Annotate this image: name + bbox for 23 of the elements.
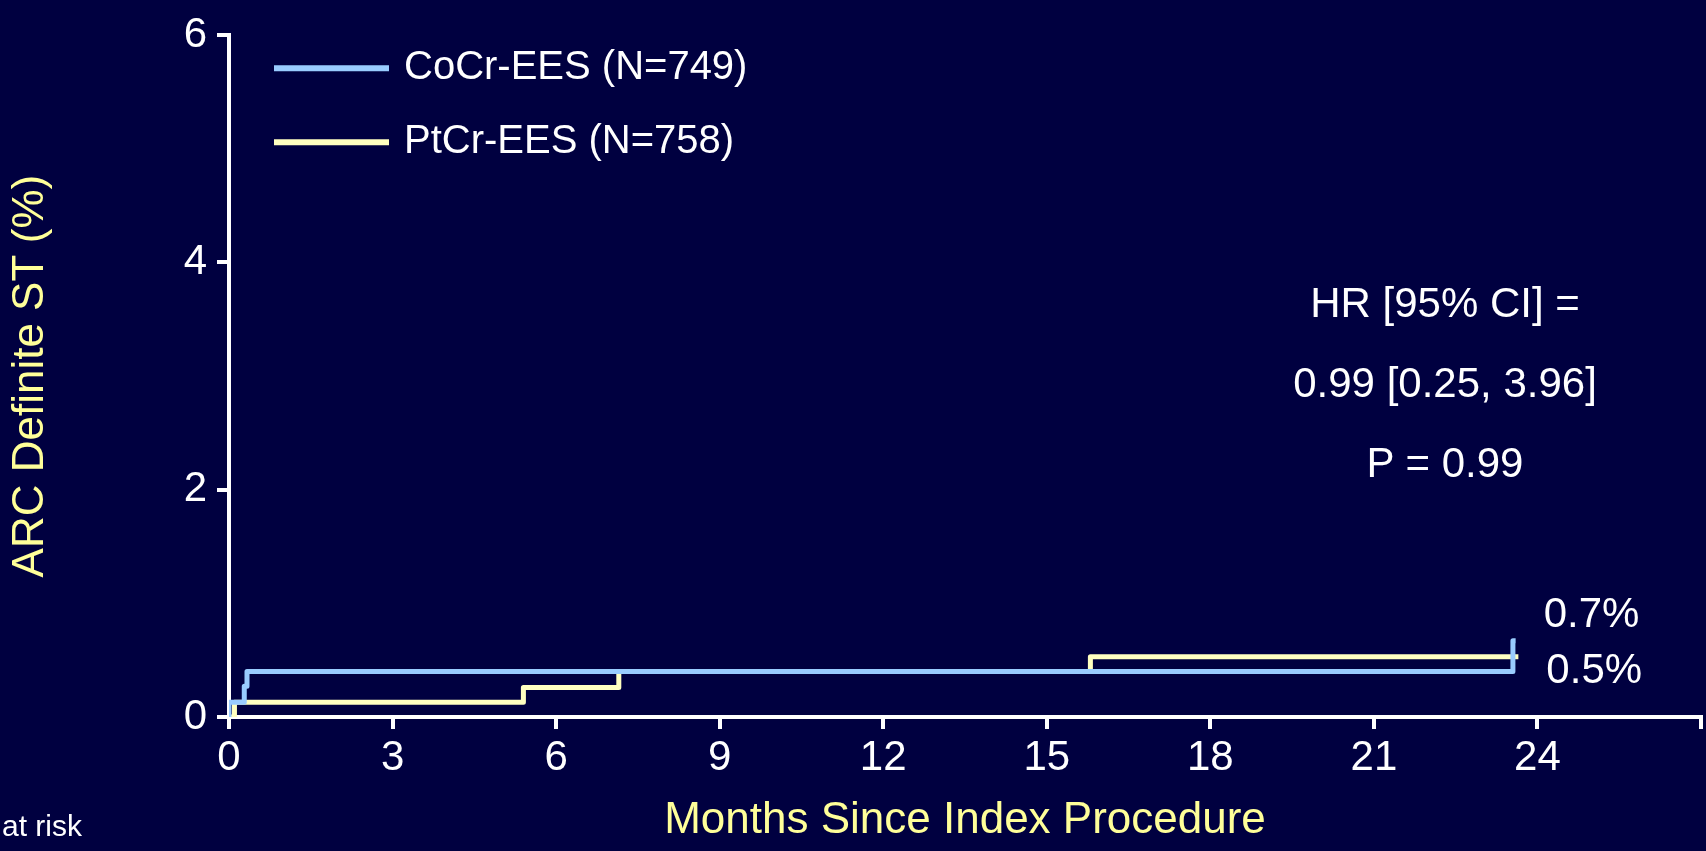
legend-label: PtCr-EES (N=758) [404,117,735,162]
x-axis-title: Months Since Index Procedure [664,792,1266,842]
x-tick-label: 18 [1186,731,1234,779]
text: at risk [2,809,84,843]
x-tick-label: 21 [1350,731,1398,779]
y-tick-label: 2 [183,463,207,511]
legend-label: CoCr-EES (N=749) [404,43,748,88]
x-tick-label: 15 [1023,731,1071,779]
x-tick-label: 24 [1514,731,1561,779]
x-tick-label: 0 [217,731,241,779]
annotation: 0.99 [0.25, 3.96] [1293,358,1597,406]
annotation: HR [95% CI] = [1310,278,1580,326]
x-tick-label: 3 [380,731,405,779]
y-tick-label: 0 [183,690,207,738]
annotation: 0.7% [1543,589,1640,637]
x-tick-label: 9 [707,731,732,779]
y-tick-label: 4 [183,236,207,284]
x-tick-label: 12 [859,731,907,779]
x-tick-label: 6 [544,731,568,779]
annotation: 0.5% [1546,645,1643,693]
y-tick-label: 6 [183,8,207,56]
y-axis-title: ARC Definite ST (%) [2,174,52,578]
annotation: P = 0.99 [1366,438,1524,486]
